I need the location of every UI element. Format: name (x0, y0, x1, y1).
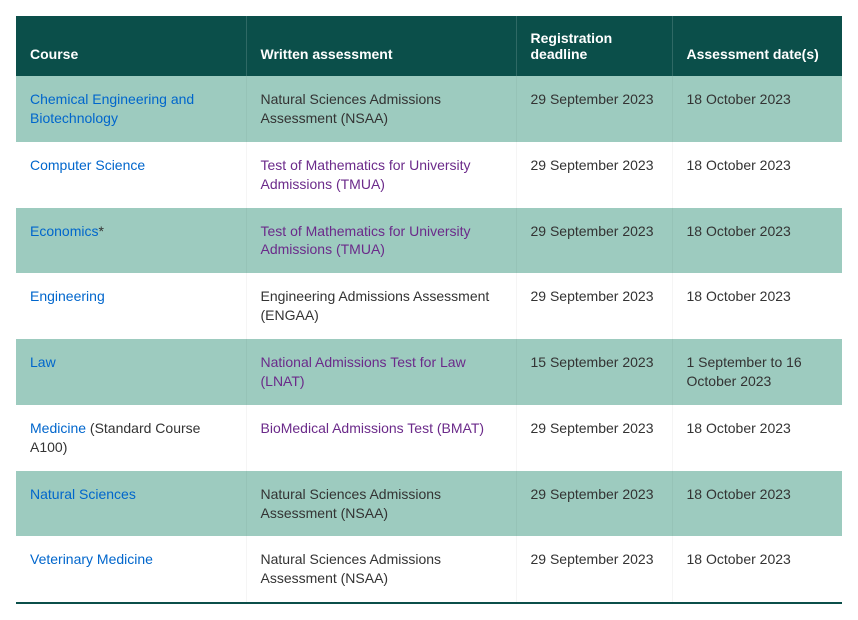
cell-course: Law (16, 339, 246, 405)
course-suffix: * (98, 223, 103, 239)
col-header-deadline: Registration deadline (516, 16, 672, 76)
assessment-text: Natural Sciences Admissions Assessment (… (261, 551, 442, 586)
cell-deadline: 15 September 2023 (516, 339, 672, 405)
cell-course: Veterinary Medicine (16, 536, 246, 603)
table-row: Law National Admissions Test for Law (LNA… (16, 339, 842, 405)
table-row: Chemical Engineering and Biotechnology Na… (16, 76, 842, 142)
course-link[interactable]: Engineering (30, 288, 105, 304)
admissions-table: Course Written assessment Registration d… (16, 16, 842, 604)
course-link[interactable]: Economics (30, 223, 98, 239)
cell-deadline: 29 September 2023 (516, 273, 672, 339)
cell-dates: 18 October 2023 (672, 142, 842, 208)
cell-dates: 18 October 2023 (672, 405, 842, 471)
table-row: Engineering Engineering Admissions Assess… (16, 273, 842, 339)
assessment-link[interactable]: Test of Mathematics for University Admis… (261, 223, 471, 258)
cell-course: Economics* (16, 208, 246, 274)
table-row: Economics* Test of Mathematics for Univer… (16, 208, 842, 274)
cell-deadline: 29 September 2023 (516, 471, 672, 537)
cell-dates: 18 October 2023 (672, 273, 842, 339)
cell-deadline: 29 September 2023 (516, 405, 672, 471)
assessment-text: Engineering Admissions Assessment (ENGAA… (261, 288, 490, 323)
cell-deadline: 29 September 2023 (516, 208, 672, 274)
course-link[interactable]: Chemical Engineering and Biotechnology (30, 91, 194, 126)
course-link[interactable]: Computer Science (30, 157, 145, 173)
cell-assessment: Natural Sciences Admissions Assessment (… (246, 536, 516, 603)
cell-assessment: Engineering Admissions Assessment (ENGAA… (246, 273, 516, 339)
assessment-link[interactable]: Test of Mathematics for University Admis… (261, 157, 471, 192)
table-row: Veterinary Medicine Natural Sciences Admi… (16, 536, 842, 603)
cell-deadline: 29 September 2023 (516, 76, 672, 142)
cell-dates: 18 October 2023 (672, 208, 842, 274)
table-header-row: Course Written assessment Registration d… (16, 16, 842, 76)
cell-deadline: 29 September 2023 (516, 536, 672, 603)
cell-assessment: National Admissions Test for Law (LNAT) (246, 339, 516, 405)
cell-assessment: Test of Mathematics for University Admis… (246, 208, 516, 274)
cell-assessment: BioMedical Admissions Test (BMAT) (246, 405, 516, 471)
assessment-text: Natural Sciences Admissions Assessment (… (261, 486, 442, 521)
cell-assessment: Natural Sciences Admissions Assessment (… (246, 471, 516, 537)
cell-deadline: 29 September 2023 (516, 142, 672, 208)
table-row: Computer Science Test of Mathematics for … (16, 142, 842, 208)
course-link[interactable]: Natural Sciences (30, 486, 136, 502)
cell-assessment: Test of Mathematics for University Admis… (246, 142, 516, 208)
cell-dates: 18 October 2023 (672, 536, 842, 603)
cell-course: Computer Science (16, 142, 246, 208)
table-row: Natural Sciences Natural Sciences Admissi… (16, 471, 842, 537)
assessment-link[interactable]: National Admissions Test for Law (LNAT) (261, 354, 466, 389)
cell-course: Medicine (Standard Course A100) (16, 405, 246, 471)
col-header-assessment: Written assessment (246, 16, 516, 76)
cell-dates: 18 October 2023 (672, 471, 842, 537)
assessment-link[interactable]: BioMedical Admissions Test (BMAT) (261, 420, 485, 436)
cell-course: Engineering (16, 273, 246, 339)
cell-dates: 1 September to 16 October 2023 (672, 339, 842, 405)
cell-course: Natural Sciences (16, 471, 246, 537)
cell-dates: 18 October 2023 (672, 76, 842, 142)
assessment-text: Natural Sciences Admissions Assessment (… (261, 91, 442, 126)
col-header-course: Course (16, 16, 246, 76)
course-link[interactable]: Medicine (30, 420, 86, 436)
course-link[interactable]: Veterinary Medicine (30, 551, 153, 567)
cell-assessment: Natural Sciences Admissions Assessment (… (246, 76, 516, 142)
col-header-dates: Assessment date(s) (672, 16, 842, 76)
cell-course: Chemical Engineering and Biotechnology (16, 76, 246, 142)
course-link[interactable]: Law (30, 354, 56, 370)
table-row: Medicine (Standard Course A100) BioMedica… (16, 405, 842, 471)
